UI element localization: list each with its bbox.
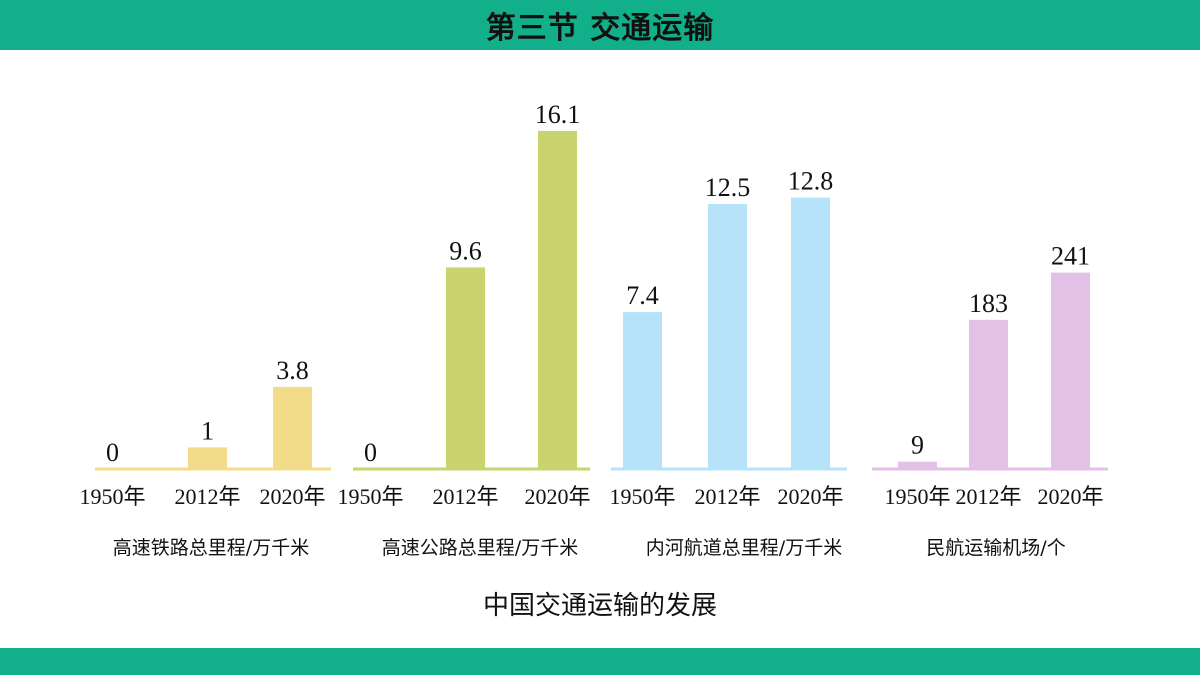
group-1-value-label-2: 1	[201, 416, 214, 445]
group-2-tick-label-1: 1950年	[337, 484, 403, 509]
group-3-value-label-3: 12.8	[788, 167, 834, 196]
page-title: 第三节 交通运输	[485, 11, 715, 46]
group-4-tick-label-1: 1950年	[884, 484, 950, 509]
group-3-tick-label-3: 2020年	[777, 484, 843, 509]
group-4-value-label-3: 241	[1051, 242, 1090, 271]
footer-bar	[0, 648, 1200, 675]
group-1-bar-2	[188, 447, 227, 469]
group-4-tick-label-2: 2012年	[955, 484, 1021, 509]
group-1-tick-label-1: 1950年	[79, 484, 145, 509]
group-1-value-label-1: 0	[106, 438, 119, 467]
group-4-value-label-2: 183	[969, 289, 1008, 318]
group-1-value-label-3: 3.8	[276, 356, 309, 385]
group-1-label: 高速铁路总里程/万千米	[113, 537, 309, 559]
group-2-tick-label-2: 2012年	[432, 484, 498, 509]
group-3-bar-3	[791, 197, 830, 469]
group-2-tick-label-3: 2020年	[524, 484, 590, 509]
header-bar: 第三节 交通运输	[0, 0, 1200, 50]
group-2-value-label-3: 16.1	[535, 100, 581, 129]
group-3-value-label-1: 7.4	[626, 281, 659, 310]
group-3-bar-1	[623, 312, 662, 469]
group-1-tick-label-3: 2020年	[259, 484, 325, 509]
group-3-tick-label-1: 1950年	[609, 484, 675, 509]
group-3-label: 内河航道总里程/万千米	[646, 537, 842, 559]
group-3-bar-2	[708, 204, 747, 469]
group-1-bar-3	[273, 386, 312, 469]
group-4-tick-label-3: 2020年	[1037, 484, 1103, 509]
group-3-value-label-2: 12.5	[705, 173, 751, 202]
group-2-value-label-1: 0	[364, 438, 377, 467]
group-4-bar-3	[1051, 272, 1090, 469]
group-2-bar-3	[538, 130, 577, 469]
group-4-bar-2	[969, 319, 1008, 469]
group-1-tick-label-2: 2012年	[174, 484, 240, 509]
group-4-label: 民航运输机场/个	[926, 537, 1065, 559]
group-2-bar-2	[446, 267, 485, 469]
group-3-tick-label-2: 2012年	[694, 484, 760, 509]
group-4-bar-1	[898, 461, 937, 469]
group-2-value-label-2: 9.6	[449, 236, 482, 265]
group-2-label: 高速公路总里程/万千米	[382, 537, 578, 559]
group-4-value-label-1: 9	[911, 431, 924, 460]
chart-caption: 中国交通运输的发展	[482, 591, 717, 621]
